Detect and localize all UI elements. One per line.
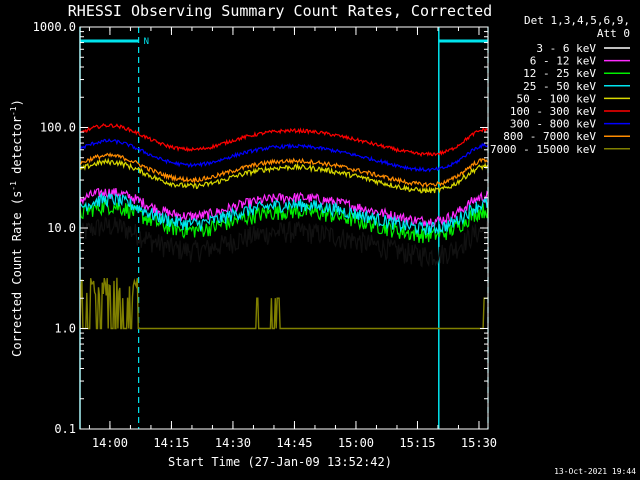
series-line-1 [79, 187, 489, 228]
legend-label: 50 - 100 keV [517, 92, 597, 105]
y-tick-label: 0.1 [54, 422, 76, 436]
x-tick-label: 14:15 [153, 436, 189, 450]
legend-label: 7000 - 15000 keV [490, 143, 596, 156]
x-tick-label: 15:30 [461, 436, 497, 450]
y-tick-label: 1.0 [54, 322, 76, 336]
legend-header-1: Det 1,3,4,5,6,9, [524, 14, 630, 27]
legend-label: 12 - 25 keV [523, 67, 596, 80]
series-layer [79, 122, 489, 330]
legend-label: 25 - 50 keV [523, 80, 596, 93]
y-tick-label: 1000.0 [33, 20, 76, 34]
series-line-7 [79, 151, 489, 188]
series-line-8 [79, 277, 488, 330]
y-axis-label: Corrected Count Rate (s-1 detector-1) [9, 99, 24, 357]
legend-label: 6 - 12 keV [530, 55, 597, 68]
legend-label: 800 - 7000 keV [503, 130, 596, 143]
chart-title: RHESSI Observing Summary Count Rates, Co… [68, 2, 492, 20]
x-tick-label: 14:45 [276, 436, 312, 450]
series-line-0 [79, 216, 489, 268]
night-label: N [144, 37, 149, 47]
legend-label: 100 - 300 keV [510, 105, 596, 118]
x-tick-label: 14:00 [92, 436, 128, 450]
x-axis-label: Start Time (27-Jan-09 13:52:42) [168, 455, 392, 469]
legend-label: 3 - 6 keV [536, 42, 596, 55]
x-tick-label: 15:00 [338, 436, 374, 450]
series-line-5 [79, 122, 489, 158]
series-line-4 [79, 157, 489, 194]
axes: 1000.0 100.0 10.0 1.0 0.1 14:00 14:15 14:30 14:4… [33, 20, 497, 450]
x-tick-label: 14:30 [215, 436, 251, 450]
legend-label: 300 - 800 keV [510, 118, 596, 131]
y-tick-label: 10.0 [47, 221, 76, 235]
series-line-3 [79, 192, 489, 236]
x-tick-label: 15:15 [399, 436, 435, 450]
series-line-6 [79, 138, 489, 173]
legend-header-2: Att 0 [597, 27, 630, 40]
footer-date: 13-Oct-2021 19:44 [554, 467, 636, 476]
y-tick-label: 100.0 [40, 121, 76, 135]
